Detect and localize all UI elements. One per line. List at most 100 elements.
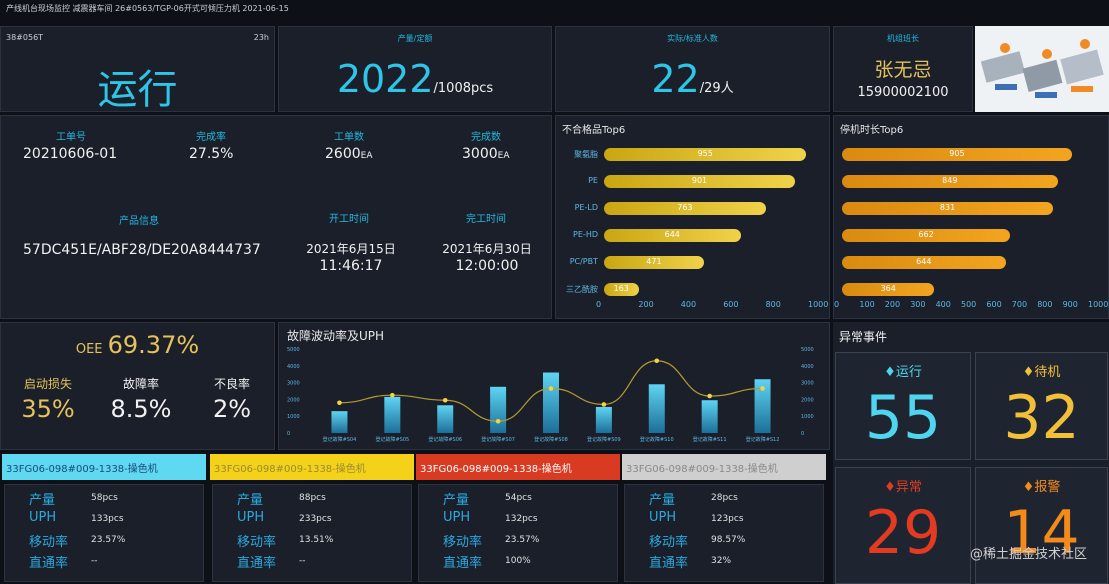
x-tick-label: 600	[723, 300, 739, 309]
bar-value-label: 364	[880, 284, 896, 293]
stat-label-uph: UPH	[443, 510, 471, 525]
owner-panel: 机组班长 张无忌 15900002100	[833, 26, 973, 112]
stat-label-pass: 直通率	[237, 556, 277, 571]
events-panel: 异常事件 ♦运行 55 ♦待机 32 ♦异常 29 ♦报警 14 @稀土掘金技术…	[833, 322, 1109, 584]
x-tick-label: 800	[765, 300, 781, 309]
completion-label: 完成率	[196, 132, 226, 143]
event-card-running[interactable]: ♦运行 55	[835, 352, 971, 460]
x-tick-label: 900	[1062, 300, 1078, 309]
event-value: 29	[864, 498, 942, 568]
bar-value-label: 471	[646, 257, 662, 266]
machine-stats: 产量 58pcs UPH 133pcs 移动率 23.57% 直通率 --	[4, 484, 204, 582]
bar: 901	[604, 175, 795, 188]
bar-value-label: 662	[918, 230, 934, 239]
stat-label-output: 产量	[443, 493, 470, 508]
product-value: 57DC451E/ABF28/DE20A8444737	[23, 242, 261, 258]
fault-bar	[384, 396, 401, 433]
stat-value-pass: --	[91, 556, 98, 566]
output-value-row: 2022/1008pcs	[279, 57, 551, 101]
uph-point	[495, 418, 501, 424]
category-label: PE-LD	[574, 203, 598, 212]
status-panel: 38#056T 23h 运行	[0, 26, 275, 113]
y-tick-label-right: 1000	[801, 414, 814, 420]
staff-total: /29人	[699, 81, 734, 96]
x-tick-label: 400	[935, 300, 951, 309]
category-label: PC/PBT	[569, 257, 598, 266]
owner-name: 张无忌	[874, 59, 932, 81]
uph-point	[707, 393, 712, 399]
stat-label-move: 移动率	[29, 535, 69, 550]
bar-value-label: 901	[691, 176, 708, 185]
machine-header[interactable]: 33FG06-098#009-1338-操色机	[210, 454, 414, 480]
watermark: @稀土掘金技术社区	[969, 547, 1087, 562]
machine-code: 38#056T	[6, 33, 44, 42]
x-tick-label: 800	[1037, 300, 1053, 309]
bar: 644	[842, 256, 1006, 269]
oee-row: OEE 69.37%	[1, 331, 274, 359]
done-qty-label: 完成数	[471, 132, 501, 143]
stat-label-uph: UPH	[649, 510, 677, 525]
stat-value-uph: 133pcs	[91, 514, 124, 524]
x-tick-label: 登记故障#S12	[746, 436, 780, 443]
event-card-standby[interactable]: ♦待机 32	[975, 352, 1108, 460]
top-bar-text: 产线机台现场监控 减震器车间 26#0563/TGP-06开式可倾压力机 202…	[6, 4, 289, 13]
event-label: ♦报警	[1022, 480, 1061, 495]
stat-label-output: 产量	[649, 493, 676, 508]
oee-panel: OEE 69.37% 启动损失 35% 故障率 8.5% 不良率 2%	[0, 322, 275, 450]
machine-header[interactable]: 33FG06-098#009-1338-操色机	[2, 454, 206, 480]
x-tick-label: 1000	[1088, 300, 1109, 309]
y-tick-label: 2000	[287, 397, 300, 403]
x-tick-label: 登记故障#S09	[587, 436, 621, 443]
fault-bar	[490, 386, 507, 433]
uph-point	[654, 358, 660, 364]
bar: 955	[604, 148, 807, 161]
machine-stats: 产量 88pcs UPH 233pcs 移动率 13.51% 直通率 --	[212, 484, 412, 582]
category-label: 聚氨脂	[574, 150, 598, 159]
x-tick-label: 0	[834, 300, 840, 309]
stat-label-move: 移动率	[237, 535, 277, 550]
stat-label-move: 移动率	[649, 535, 689, 550]
category-label: 三乙酰胺	[566, 285, 598, 294]
stat-label-pass: 直通率	[649, 556, 689, 571]
staff-panel: 实际/标准人数 22/29人	[555, 26, 830, 112]
machine-header[interactable]: 33FG06-098#009-1338-操色机	[416, 454, 620, 480]
x-tick-label: 200	[638, 300, 654, 309]
status-duration: 23h	[253, 33, 269, 42]
x-tick-label: 登记故障#S08	[534, 436, 568, 443]
stat-value-pass: 32%	[711, 556, 732, 566]
event-card-abnormal[interactable]: ♦异常 29	[835, 467, 971, 584]
stat-value-move: 13.51%	[299, 535, 334, 545]
x-tick-label: 300	[910, 300, 926, 309]
oee-label: OEE	[75, 342, 103, 357]
done-qty-row: 3000EA	[462, 146, 509, 162]
fault-chart-panel: 故障波动率及UPH 5000 5000 4000 4000 3000 3000 2000 20…	[278, 322, 830, 450]
fault-bar	[648, 384, 665, 433]
bar-value-label: 644	[664, 230, 680, 239]
staff-value-row: 22/29人	[556, 57, 829, 101]
x-tick-label: 登记故障#S04	[323, 436, 357, 443]
order-qty-label: 工单数	[334, 132, 364, 143]
x-tick-label: 登记故障#S10	[640, 436, 674, 443]
top-bar: 产线机台现场监控 减震器车间 26#0563/TGP-06开式可倾压力机 202…	[0, 0, 1109, 22]
end-date: 2021年6月30日	[442, 242, 532, 256]
start-loss-value: 35%	[21, 395, 75, 423]
x-tick-label: 200	[884, 300, 901, 309]
fault-chart: 5000 5000 4000 4000 3000 3000 2000 2000 1000 1000…	[287, 347, 814, 443]
x-tick-label: 登记故障#S11	[693, 436, 727, 443]
defects-chart-title: 不合格品Top6	[562, 125, 626, 136]
machine-image	[975, 26, 1109, 112]
x-tick-label: 700	[1011, 300, 1028, 309]
oee-value: 69.37%	[107, 331, 200, 359]
stat-value-output: 54pcs	[505, 493, 532, 503]
bar: 763	[604, 202, 766, 215]
bar: 905	[842, 148, 1072, 161]
event-value: 55	[864, 383, 942, 453]
y-tick-label: 0	[287, 431, 290, 437]
event-card-alarm[interactable]: ♦报警 14	[975, 467, 1108, 584]
stat-label-output: 产量	[29, 493, 56, 508]
stat-label-pass: 直通率	[443, 556, 483, 571]
bar-value-label: 955	[697, 149, 713, 158]
machine-header[interactable]: 33FG06-098#009-1338-操色机	[622, 454, 826, 480]
y-tick-label-right: 5000	[801, 347, 814, 353]
uph-point	[548, 386, 554, 391]
